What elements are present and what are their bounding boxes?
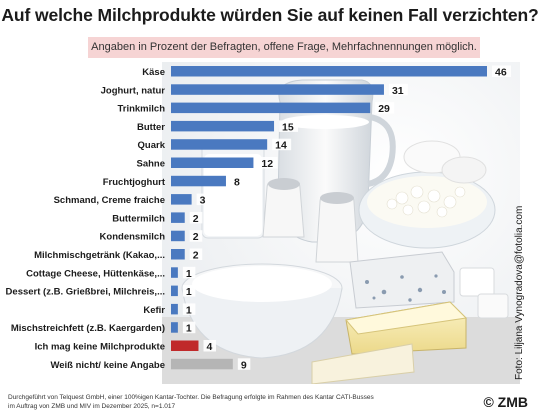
bar [171, 267, 178, 278]
footnote: Durchgeführt von Telquest GmbH, einer 10… [8, 394, 448, 411]
category-label: Mischstreichfett (z.B. Kaergarden) [11, 323, 165, 334]
bar [171, 285, 178, 297]
category-label: Trinkmilch [117, 104, 165, 115]
bar [171, 139, 268, 150]
bar [171, 212, 185, 223]
category-label: Quark [138, 140, 166, 151]
value-label-bg [189, 248, 203, 260]
bar [171, 175, 226, 187]
bar [171, 120, 275, 132]
category-label: Fruchtjoghurt [103, 177, 166, 188]
value-label-bg [279, 120, 299, 132]
category-label: Joghurt, natur [101, 85, 166, 96]
value-label: 8 [234, 176, 240, 188]
value-label: 1 [186, 268, 192, 280]
value-label: 1 [186, 323, 192, 335]
value-label: 3 [200, 195, 206, 207]
value-label-bg [189, 211, 203, 224]
category-label: Buttermilch [112, 213, 165, 224]
value-label: 1 [186, 286, 192, 298]
value-label-bg [388, 83, 408, 96]
bar [171, 157, 254, 168]
brand-copyright: © ZMB [483, 394, 528, 410]
bar [171, 303, 178, 315]
value-label-bg [230, 175, 244, 187]
value-label-bg [203, 340, 216, 352]
value-label-bg [196, 193, 210, 206]
value-label-bg [189, 230, 203, 242]
value-label-bg [182, 321, 196, 334]
value-label: 31 [392, 85, 404, 97]
category-label: Kondensmilch [100, 232, 166, 243]
category-label: Cottage Cheese, Hüttenkäse,... [26, 268, 165, 279]
value-label: 46 [495, 67, 507, 79]
photo-credit: Foto: Liljana Vynogradova@fotolia.com [514, 205, 525, 380]
chart-subtitle: Angaben in Prozent der Befragten, offene… [88, 37, 480, 58]
category-label: Milchmischgetränk (Kakao,... [34, 250, 165, 261]
value-label: 2 [193, 213, 199, 225]
footnote-line-2: im Auftrag von ZMB und MIV im Dezember 2… [8, 402, 176, 410]
category-label: Sahne [136, 159, 165, 170]
value-label: 12 [261, 158, 273, 170]
value-label: 9 [241, 359, 247, 371]
value-label-bg [182, 303, 196, 315]
category-label: Schmand, Creme fraiche [54, 195, 165, 206]
value-label-bg [375, 102, 395, 114]
bar [171, 340, 199, 351]
value-label: 2 [193, 231, 199, 243]
chart-title: Auf welche Milchprodukte würden Sie auf … [1, 5, 539, 25]
bar [171, 358, 233, 370]
value-label-bg [258, 157, 278, 169]
bar [171, 230, 185, 242]
value-label: 15 [282, 121, 294, 133]
value-label-bg [182, 266, 196, 279]
value-label-bg [492, 65, 511, 77]
value-label: 2 [193, 250, 199, 262]
dairy-products-photo [162, 62, 520, 384]
bar [171, 194, 192, 205]
value-label-bg [182, 285, 196, 297]
value-label: 29 [378, 103, 390, 115]
bar [171, 322, 178, 333]
bar [171, 84, 384, 95]
category-label: Ich mag keine Milchprodukte [35, 342, 165, 353]
value-label: 1 [186, 304, 192, 316]
category-label: Weiß nicht/ keine Angabe [50, 360, 165, 371]
category-label: Kefir [143, 305, 165, 316]
category-label: Butter [137, 122, 165, 133]
value-label: 14 [275, 140, 287, 152]
value-label: 4 [206, 341, 212, 353]
footnote-line-1: Durchgeführt von Telquest GmbH, einer 10… [8, 394, 374, 401]
category-label: Käse [142, 67, 165, 78]
category-label: Dessert (z.B. Grießbrei, Milchreis,... [6, 287, 165, 298]
bar [171, 102, 371, 114]
bar [171, 66, 487, 77]
value-label-bg [237, 358, 251, 370]
value-label-bg [272, 138, 292, 151]
bar [171, 249, 185, 260]
